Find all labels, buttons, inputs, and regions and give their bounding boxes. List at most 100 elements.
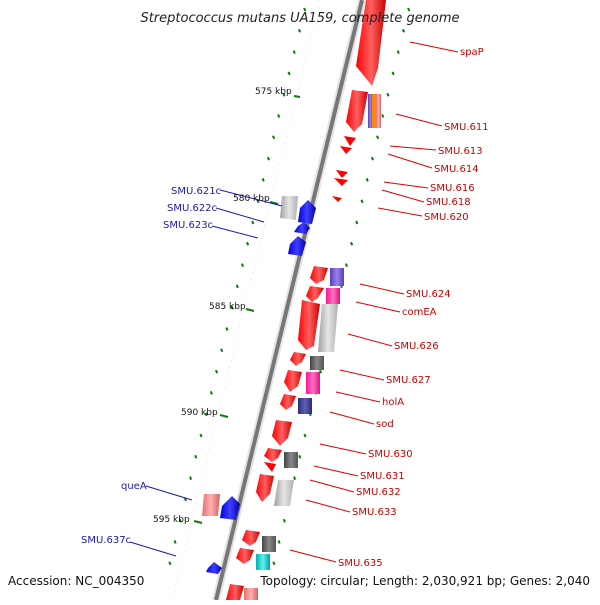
leader-smu-635 [289,549,337,563]
gene-smu-621c[interactable] [298,200,316,224]
cog-block-621c[interactable] [280,196,298,220]
tick-mark [391,71,395,76]
tick-mark [173,540,177,544]
gene-edge-bottom[interactable] [226,584,244,600]
cog-block-635a[interactable] [262,536,276,552]
leader-smu-624 [359,283,405,295]
tick-mark [178,518,182,523]
cog-block-comEA[interactable] [326,288,340,304]
label-smu-635[interactable]: SMU.635 [338,558,383,569]
map-title: Streptococcus mutans UA159, complete gen… [140,11,459,26]
label-sod[interactable]: sod [376,419,394,430]
tick-mark [303,433,307,438]
tick-mark [277,540,281,544]
cog-block-611-orange[interactable] [372,94,376,128]
label-holA[interactable]: holA [382,397,404,408]
tick-mark [318,369,323,374]
label-smu-611[interactable]: SMU.611 [444,122,489,133]
tick-marks [168,7,411,566]
tick-mark [204,412,208,417]
cog-block-627a[interactable] [310,356,324,370]
gene-smu-614[interactable] [340,146,352,154]
cog-block-edge[interactable] [244,588,258,600]
gene-comEA[interactable] [306,286,324,302]
leader-smu-627 [339,369,385,381]
cog-block-631[interactable] [284,452,298,468]
cog-block-611-pink[interactable] [376,94,381,128]
gene-holA[interactable] [280,394,296,410]
label-smu-627[interactable]: SMU.627 [386,375,431,386]
gene-smu-613[interactable] [344,136,356,146]
plus-labels: spaP SMU.611 SMU.613 SMU.614 SMU.616 SMU… [338,47,489,569]
label-smu-616[interactable]: SMU.616 [430,183,475,194]
gene-smu-631[interactable] [264,462,276,472]
gene-smu-620[interactable] [332,196,342,202]
outer-dotted-ring [171,0,321,601]
cog-block-624[interactable] [330,268,344,286]
cog-block-611-purple[interactable] [368,94,373,128]
gene-smu-624[interactable] [310,266,328,284]
tick-mark [282,518,286,523]
gene-smu-635[interactable] [236,548,254,564]
scale-tick-575 [293,95,301,98]
leader-smu-621c [219,189,283,207]
tick-mark [298,454,302,459]
leader-queA [145,485,193,501]
leader-smu-622c [215,207,265,223]
leader-smu-613 [389,145,437,151]
tick-mark [370,156,374,161]
leader-smu-618 [381,189,425,203]
label-smu-637c[interactable]: SMU.637c [81,535,131,546]
leader-smu-626 [347,333,393,347]
label-smu-633[interactable]: SMU.633 [352,507,397,518]
label-smu-613[interactable]: SMU.613 [438,146,483,157]
cog-block-627[interactable] [306,372,320,394]
gene-smu-623c[interactable] [288,236,306,256]
label-smu-620[interactable]: SMU.620 [424,212,469,223]
cog-block-626[interactable] [318,304,338,352]
label-smu-624[interactable]: SMU.624 [406,289,451,300]
gene-smu-627a[interactable] [290,352,306,366]
gene-smu-626[interactable] [298,300,320,350]
leader-smu-611 [395,113,443,127]
gene-smu-618[interactable] [334,178,348,186]
leader-smu-614 [387,153,433,169]
scale-tick-595 [193,520,203,524]
cog-block-635[interactable] [256,554,270,570]
label-smu-632[interactable]: SMU.632 [356,487,401,498]
gene-smu-627[interactable] [284,370,302,392]
gene-smu-611[interactable] [346,90,368,132]
leader-smu-616 [383,181,429,189]
label-smu-621c[interactable]: SMU.621c [171,186,221,197]
label-smu-622c[interactable]: SMU.622c [167,203,217,214]
label-smu-623c[interactable]: SMU.623c [163,220,213,231]
label-comEA[interactable]: comEA [402,307,437,318]
label-smu-618[interactable]: SMU.618 [426,197,471,208]
gene-smu-632[interactable] [256,474,274,502]
gene-spaP[interactable] [356,0,386,86]
gene-smu-616[interactable] [336,170,348,178]
gene-queA[interactable] [220,496,240,520]
label-smu-631[interactable]: SMU.631 [360,471,405,482]
tick-mark [168,561,172,566]
gene-smu-630[interactable] [272,420,292,446]
tick-mark [350,241,354,246]
label-smu-626[interactable]: SMU.626 [394,341,439,352]
label-spaP[interactable]: spaP [460,47,484,58]
scale-tick-590 [219,414,229,418]
tick-mark [293,476,297,480]
tick-mark [189,476,193,480]
gene-smu-631a[interactable] [264,448,282,462]
cog-block-queA[interactable] [202,494,220,516]
label-smu-614[interactable]: SMU.614 [434,164,479,175]
tick-mark [266,156,270,161]
gene-smu-635a[interactable] [242,530,260,546]
tick-mark [396,50,400,54]
label-smu-630[interactable]: SMU.630 [368,449,413,460]
tick-mark [401,28,406,33]
label-queA[interactable]: queA [121,481,147,492]
cog-block-632[interactable] [274,480,294,506]
cog-block-holA[interactable] [298,398,312,414]
gene-smu-622c[interactable] [294,222,310,234]
gene-smu-637c[interactable] [206,562,222,574]
